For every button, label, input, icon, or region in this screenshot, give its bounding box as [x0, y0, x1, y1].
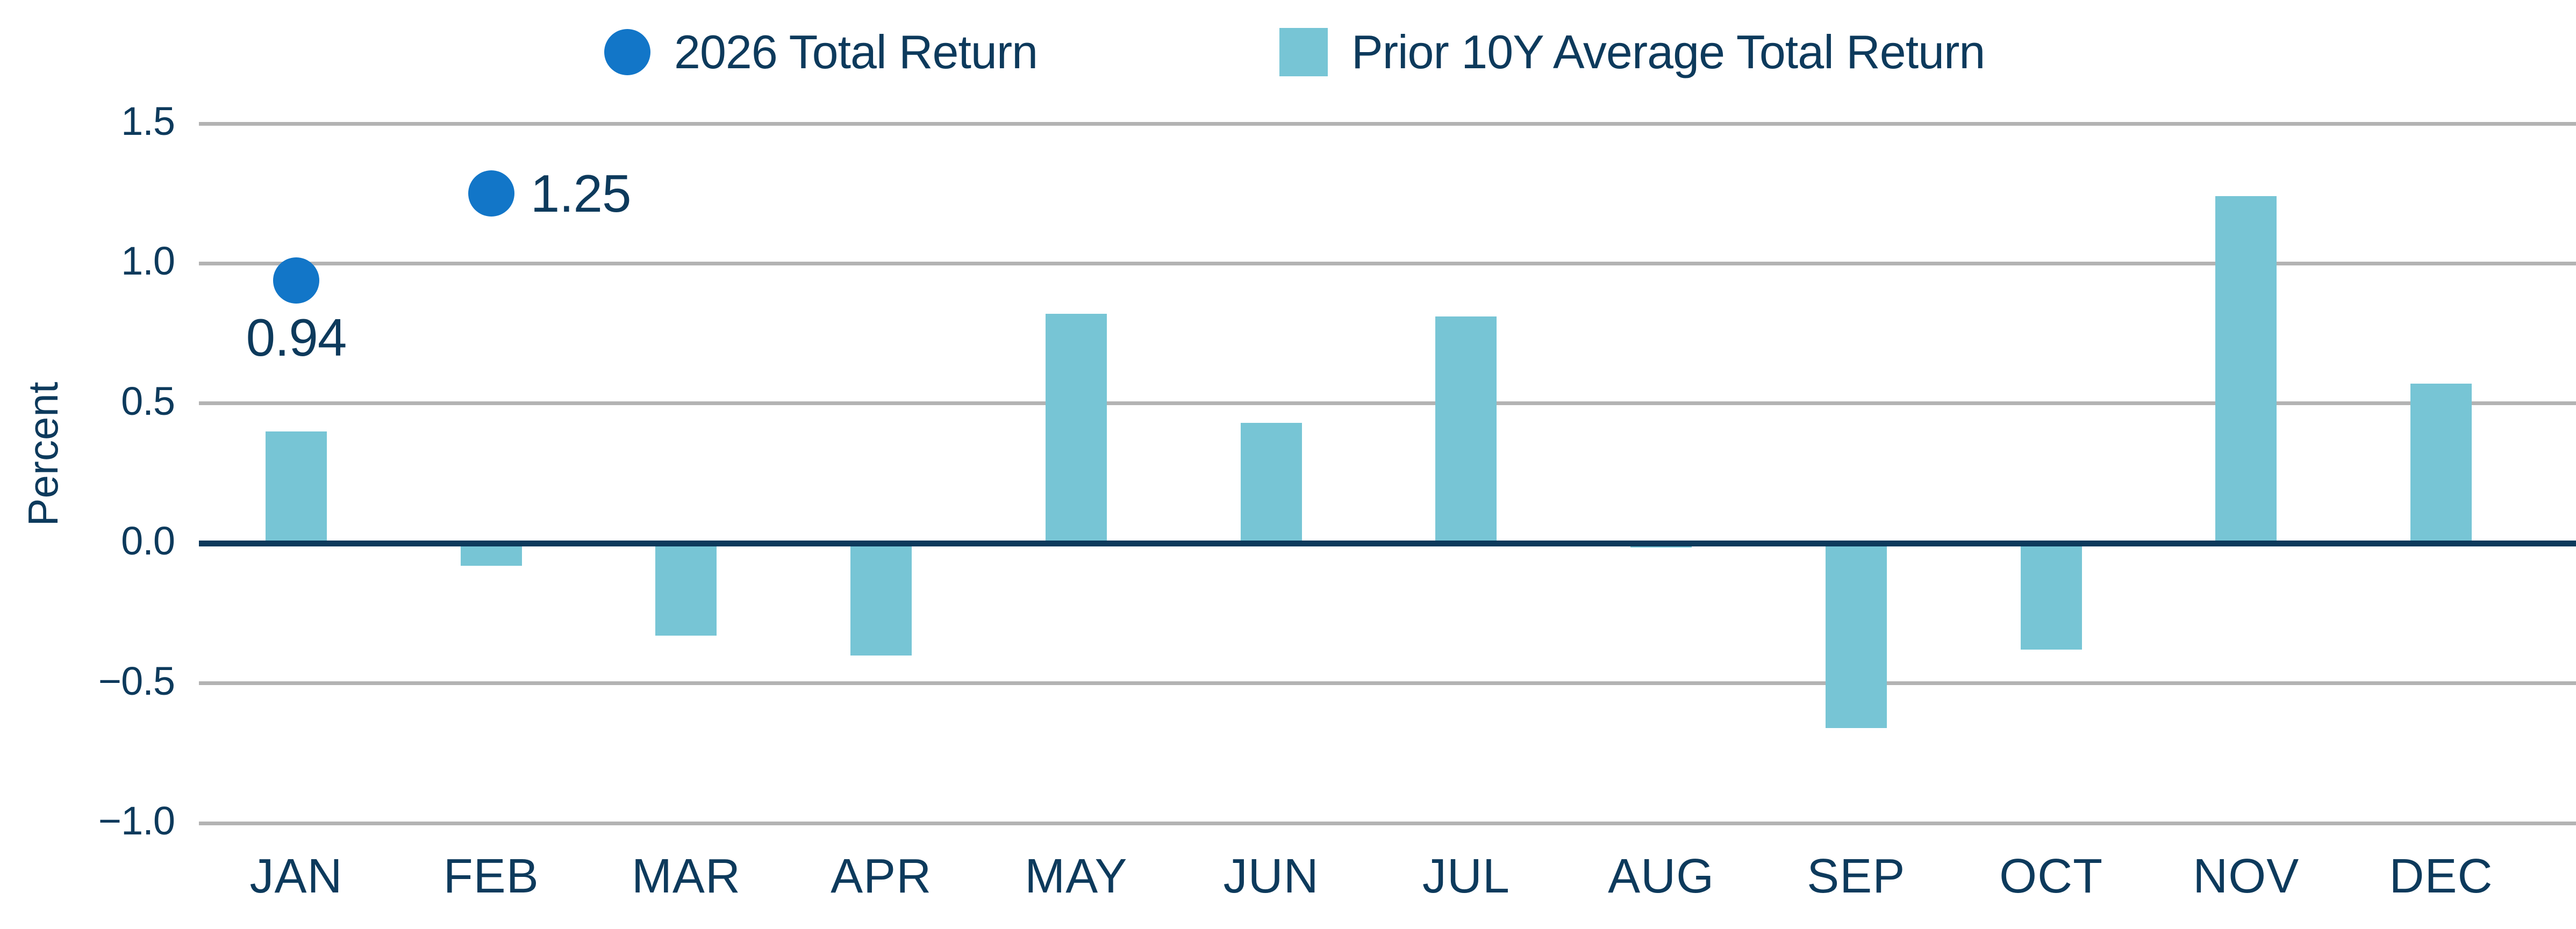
x-label-MAY: MAY — [1025, 849, 1128, 903]
legend-item-label: Prior 10Y Average Total Return — [1351, 25, 1985, 78]
legend-item-label: 2026 Total Return — [674, 25, 1038, 78]
gridline-1.5 — [199, 121, 2576, 126]
bar-JAN — [266, 431, 327, 544]
y-tick-label-−0.5: −0.5 — [98, 658, 175, 703]
legend-item-bar-series: Prior 10Y Average Total Return — [1279, 20, 1985, 84]
legend-square-swatch-icon — [1279, 28, 1328, 76]
gridline-1.0 — [199, 261, 2576, 265]
y-tick-label-1.0: 1.0 — [121, 239, 175, 284]
gridline-−0.5 — [199, 681, 2576, 686]
x-label-FEB: FEB — [443, 849, 539, 903]
legend-item-scatter-series: 2026 Total Return — [604, 20, 1038, 84]
bar-APR — [850, 543, 912, 656]
legend-circle-swatch-icon — [604, 29, 650, 75]
y-tick-label-−1.0: −1.0 — [98, 798, 175, 843]
bar-NOV — [2215, 196, 2277, 544]
x-label-SEP: SEP — [1807, 849, 1906, 903]
bar-JUL — [1435, 316, 1497, 544]
x-label-APR: APR — [831, 849, 932, 903]
x-label-JUN: JUN — [1223, 849, 1319, 903]
y-tick-label-1.5: 1.5 — [121, 99, 175, 143]
bar-FEB — [460, 543, 522, 566]
x-label-MAR: MAR — [631, 849, 741, 903]
bar-OCT — [2020, 543, 2082, 650]
bar-MAR — [655, 543, 717, 636]
x-label-JAN: JAN — [249, 849, 343, 903]
bar-JUN — [1240, 423, 1302, 544]
gridline-−1.0 — [199, 821, 2576, 825]
y-tick-label-0.0: 0.0 — [121, 518, 175, 564]
y-tick-label-0.5: 0.5 — [121, 378, 175, 423]
point-label-JAN: 0.94 — [246, 307, 347, 367]
x-label-JUL: JUL — [1422, 849, 1510, 903]
x-label-DEC: DEC — [2389, 849, 2493, 903]
dot-JAN — [273, 257, 319, 304]
dot-FEB — [468, 170, 514, 217]
bar-MAY — [1045, 314, 1107, 544]
x-label-NOV: NOV — [2193, 849, 2300, 903]
bar-DEC — [2410, 384, 2472, 544]
point-label-FEB: 1.25 — [530, 164, 632, 224]
zero-axis-line — [199, 540, 2576, 546]
bar-SEP — [1825, 543, 1887, 728]
gridline-0.5 — [199, 401, 2576, 406]
x-label-AUG: AUG — [1608, 849, 1715, 903]
x-label-OCT: OCT — [1999, 849, 2103, 903]
